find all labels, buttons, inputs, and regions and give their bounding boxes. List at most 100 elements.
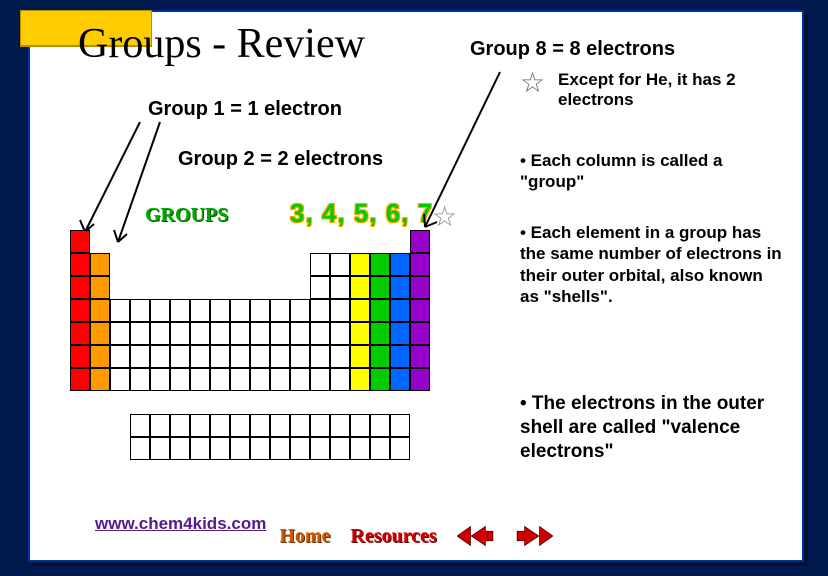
table-cell bbox=[290, 437, 310, 460]
table-cell bbox=[110, 299, 130, 322]
table-cell bbox=[310, 322, 330, 345]
table-cell bbox=[190, 345, 210, 368]
table-cell bbox=[70, 368, 90, 391]
table-cell bbox=[250, 368, 270, 391]
table-cell bbox=[370, 414, 390, 437]
table-cell bbox=[170, 299, 190, 322]
table-cell bbox=[70, 345, 90, 368]
table-cell bbox=[150, 345, 170, 368]
table-cell bbox=[370, 253, 390, 276]
table-cell bbox=[70, 322, 90, 345]
table-cell bbox=[170, 437, 190, 460]
table-cell bbox=[390, 414, 410, 437]
table-cell bbox=[130, 437, 150, 460]
table-cell bbox=[350, 345, 370, 368]
table-cell bbox=[410, 345, 430, 368]
table-cell bbox=[250, 345, 270, 368]
table-cell bbox=[190, 368, 210, 391]
table-cell bbox=[170, 368, 190, 391]
table-cell bbox=[270, 322, 290, 345]
table-cell bbox=[270, 345, 290, 368]
table-cell bbox=[370, 368, 390, 391]
table-cell bbox=[410, 299, 430, 322]
arrow-group8 bbox=[410, 62, 530, 242]
table-cell bbox=[410, 276, 430, 299]
table-cell bbox=[190, 299, 210, 322]
nav-next-icon[interactable] bbox=[515, 522, 553, 550]
table-cell bbox=[350, 299, 370, 322]
table-cell bbox=[170, 322, 190, 345]
table-cell bbox=[310, 414, 330, 437]
table-cell bbox=[330, 253, 350, 276]
table-cell bbox=[270, 414, 290, 437]
table-cell bbox=[130, 368, 150, 391]
bullet-1: • Each column is called a "group" bbox=[520, 150, 785, 193]
table-cell bbox=[290, 299, 310, 322]
table-cell bbox=[90, 299, 110, 322]
table-cell bbox=[330, 345, 350, 368]
table-cell bbox=[170, 414, 190, 437]
nav-prev-icon[interactable] bbox=[457, 522, 495, 550]
table-cell bbox=[310, 345, 330, 368]
table-cell bbox=[150, 368, 170, 391]
table-cell bbox=[130, 345, 150, 368]
table-cell bbox=[230, 437, 250, 460]
table-cell bbox=[210, 345, 230, 368]
table-cell bbox=[330, 368, 350, 391]
table-cell bbox=[170, 345, 190, 368]
table-cell bbox=[110, 345, 130, 368]
table-cell bbox=[410, 253, 430, 276]
table-cell bbox=[70, 230, 90, 253]
table-cell bbox=[210, 299, 230, 322]
table-cell bbox=[350, 437, 370, 460]
table-cell bbox=[90, 345, 110, 368]
table-cell bbox=[150, 299, 170, 322]
table-cell bbox=[330, 299, 350, 322]
table-cell bbox=[230, 345, 250, 368]
table-cell bbox=[350, 253, 370, 276]
table-cell bbox=[230, 322, 250, 345]
table-cell bbox=[310, 253, 330, 276]
table-cell bbox=[310, 368, 330, 391]
table-cell bbox=[390, 276, 410, 299]
table-cell bbox=[410, 230, 430, 253]
table-cell bbox=[410, 368, 430, 391]
bullet-3: • The electrons in the outer shell are c… bbox=[520, 392, 785, 463]
table-cell bbox=[210, 322, 230, 345]
table-cell bbox=[330, 322, 350, 345]
table-cell bbox=[250, 437, 270, 460]
nav-home[interactable]: Home bbox=[279, 525, 330, 548]
table-cell bbox=[190, 437, 210, 460]
table-cell bbox=[230, 414, 250, 437]
table-cell bbox=[70, 253, 90, 276]
arrow-group1b bbox=[100, 72, 220, 252]
table-cell bbox=[310, 299, 330, 322]
table-cell bbox=[370, 276, 390, 299]
table-cell bbox=[210, 414, 230, 437]
table-cell bbox=[150, 414, 170, 437]
table-cell bbox=[90, 276, 110, 299]
table-cell bbox=[90, 253, 110, 276]
bottom-nav: Home Resources bbox=[30, 518, 802, 554]
table-cell bbox=[150, 437, 170, 460]
table-cell bbox=[310, 276, 330, 299]
label-group8: Group 8 = 8 electrons bbox=[470, 38, 675, 61]
table-cell bbox=[130, 322, 150, 345]
page-title: Groups - Review bbox=[78, 20, 365, 68]
table-cell bbox=[350, 368, 370, 391]
table-cell bbox=[390, 437, 410, 460]
slide-frame: Groups - Review Group 8 = 8 electrons Gr… bbox=[28, 10, 804, 562]
table-cell bbox=[230, 368, 250, 391]
table-cell bbox=[150, 322, 170, 345]
nav-resources[interactable]: Resources bbox=[350, 525, 436, 548]
table-cell bbox=[190, 414, 210, 437]
table-cell bbox=[370, 299, 390, 322]
table-cell bbox=[250, 414, 270, 437]
table-cell bbox=[250, 322, 270, 345]
table-cell bbox=[350, 276, 370, 299]
table-cell bbox=[310, 437, 330, 460]
table-cell bbox=[270, 437, 290, 460]
table-cell bbox=[390, 322, 410, 345]
table-cell bbox=[110, 322, 130, 345]
table-cell bbox=[330, 276, 350, 299]
